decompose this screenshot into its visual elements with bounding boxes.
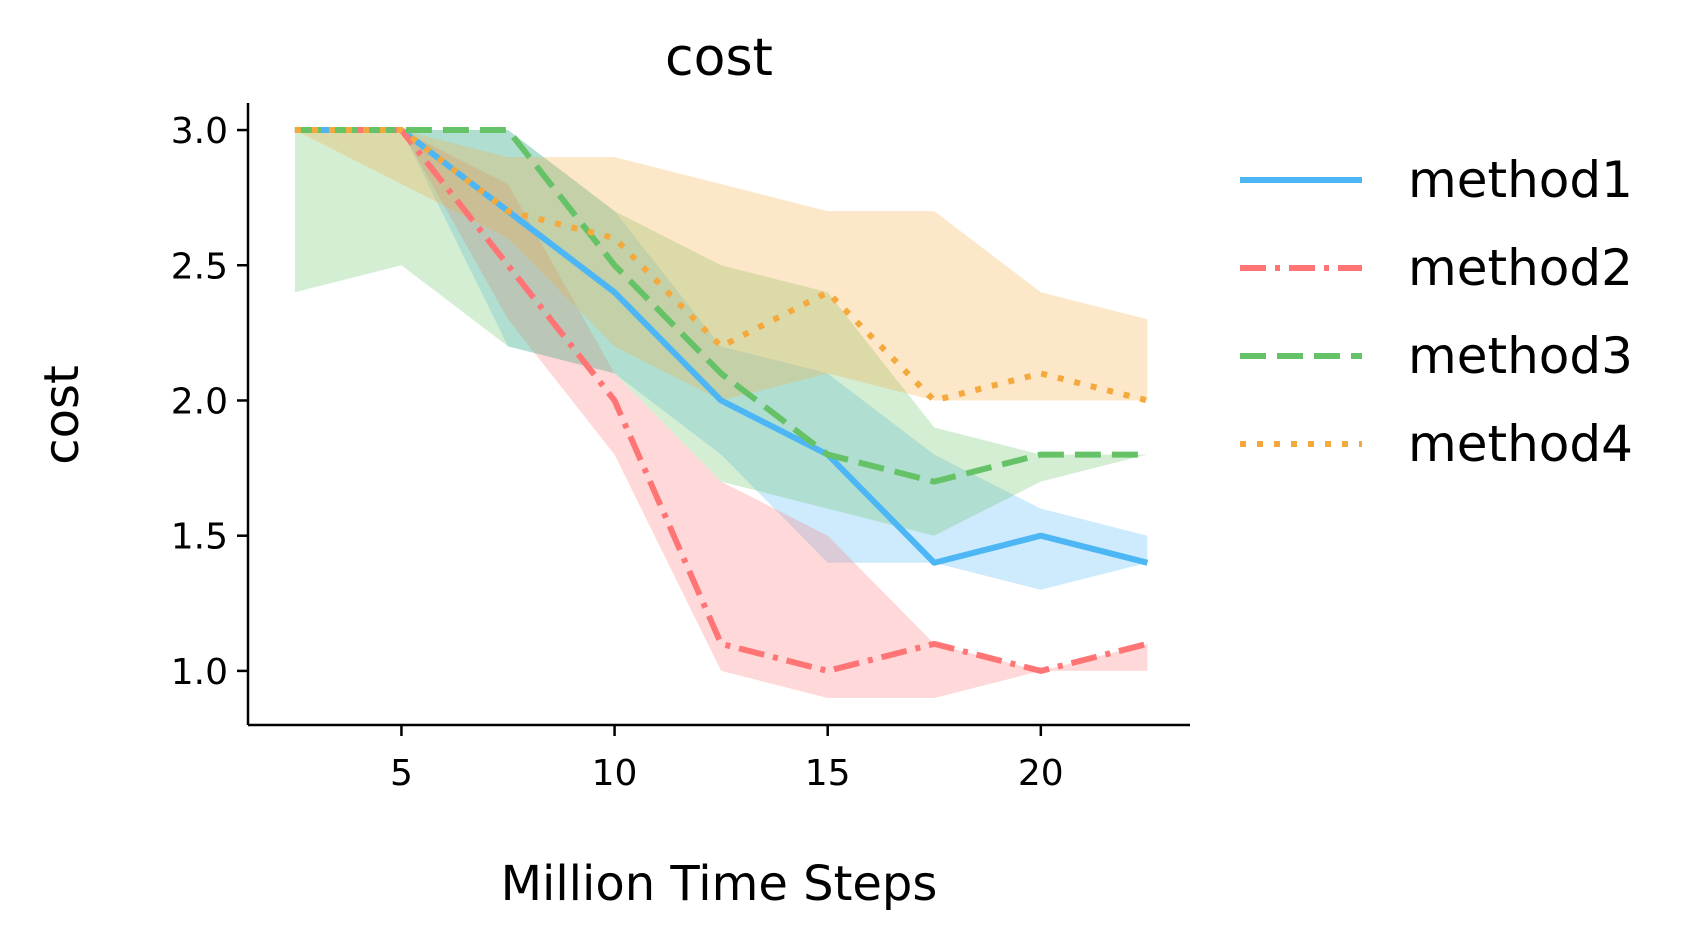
confidence-bands <box>294 130 1148 698</box>
y-tick-label: 2.0 <box>171 381 228 422</box>
method3-band <box>294 130 1148 536</box>
method2-band <box>294 130 1148 698</box>
method2-line <box>294 127 1149 674</box>
method4-legend-label: method4 <box>1408 415 1633 473</box>
legend: method1 method2 method3 method4 <box>1240 151 1633 473</box>
x-tick-label: 15 <box>805 753 851 794</box>
y-tick-label: 1.5 <box>171 517 228 558</box>
x-tick-label: 20 <box>1018 753 1064 794</box>
axes: 1.0 1.5 2.0 2.5 3.0 5 10 15 20 <box>171 103 1190 794</box>
method1-line <box>294 127 1149 566</box>
y-tick-label: 3.0 <box>171 111 228 152</box>
method1-band <box>294 130 1148 590</box>
method4-band <box>294 130 1148 401</box>
x-tick-label: 10 <box>592 753 638 794</box>
method3-line <box>294 127 1148 485</box>
x-tick-label: 5 <box>390 753 413 794</box>
method2-legend-label: method2 <box>1408 239 1633 297</box>
chart-title: cost <box>665 28 773 88</box>
series-lines <box>294 127 1149 674</box>
y-tick-label: 1.0 <box>171 652 228 693</box>
method1-legend-label: method1 <box>1408 151 1633 209</box>
x-axis-title: Million Time Steps <box>501 856 938 912</box>
method3-legend-label: method3 <box>1408 327 1633 385</box>
y-tick-label: 2.5 <box>171 246 228 287</box>
y-axis-title: cost <box>34 365 90 465</box>
